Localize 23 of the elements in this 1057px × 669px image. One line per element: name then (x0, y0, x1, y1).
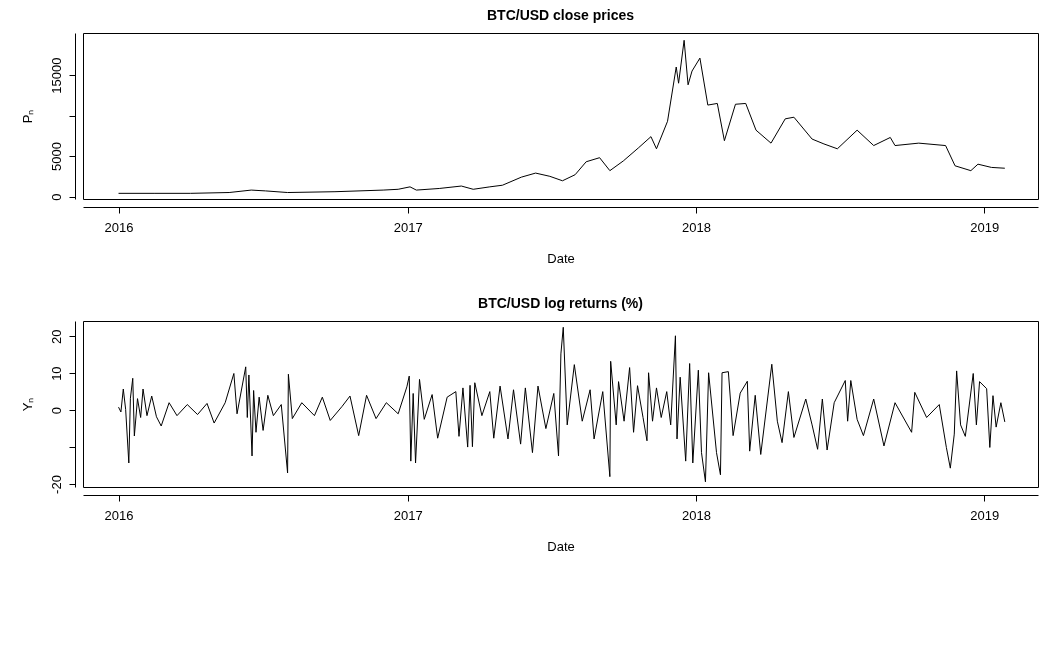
y-tick-label: 10 (48, 366, 64, 381)
y-tick-label: 0 (48, 406, 64, 415)
y-tick-label: 20 (48, 329, 64, 344)
x-axis-title: Date (547, 538, 575, 554)
y-tick-label: 0 (48, 193, 64, 201)
line-series (118, 326, 1006, 483)
x-tick-label: 2019 (970, 507, 1000, 523)
x-tick-label: 2019 (970, 219, 1000, 235)
chart-title: BTC/USD log returns (%) (478, 295, 643, 311)
y-tick-label: 15000 (48, 57, 64, 94)
x-axis-title: Date (547, 250, 575, 266)
y-axis-title: Pₙ (19, 109, 35, 124)
x-tick-label: 2018 (682, 507, 711, 523)
x-tick-label: 2018 (682, 219, 711, 235)
x-tick-label: 2016 (104, 219, 134, 235)
x-tick-label: 2017 (393, 219, 423, 235)
y-tick-label: 5000 (48, 142, 64, 172)
line-series (118, 39, 1006, 194)
x-tick-label: 2016 (104, 507, 134, 523)
y-axis-title: Yₙ (19, 397, 35, 412)
y-tick-label: -20 (48, 475, 64, 494)
x-tick-label: 2017 (393, 507, 423, 523)
chart-title: BTC/USD close prices (486, 7, 635, 23)
